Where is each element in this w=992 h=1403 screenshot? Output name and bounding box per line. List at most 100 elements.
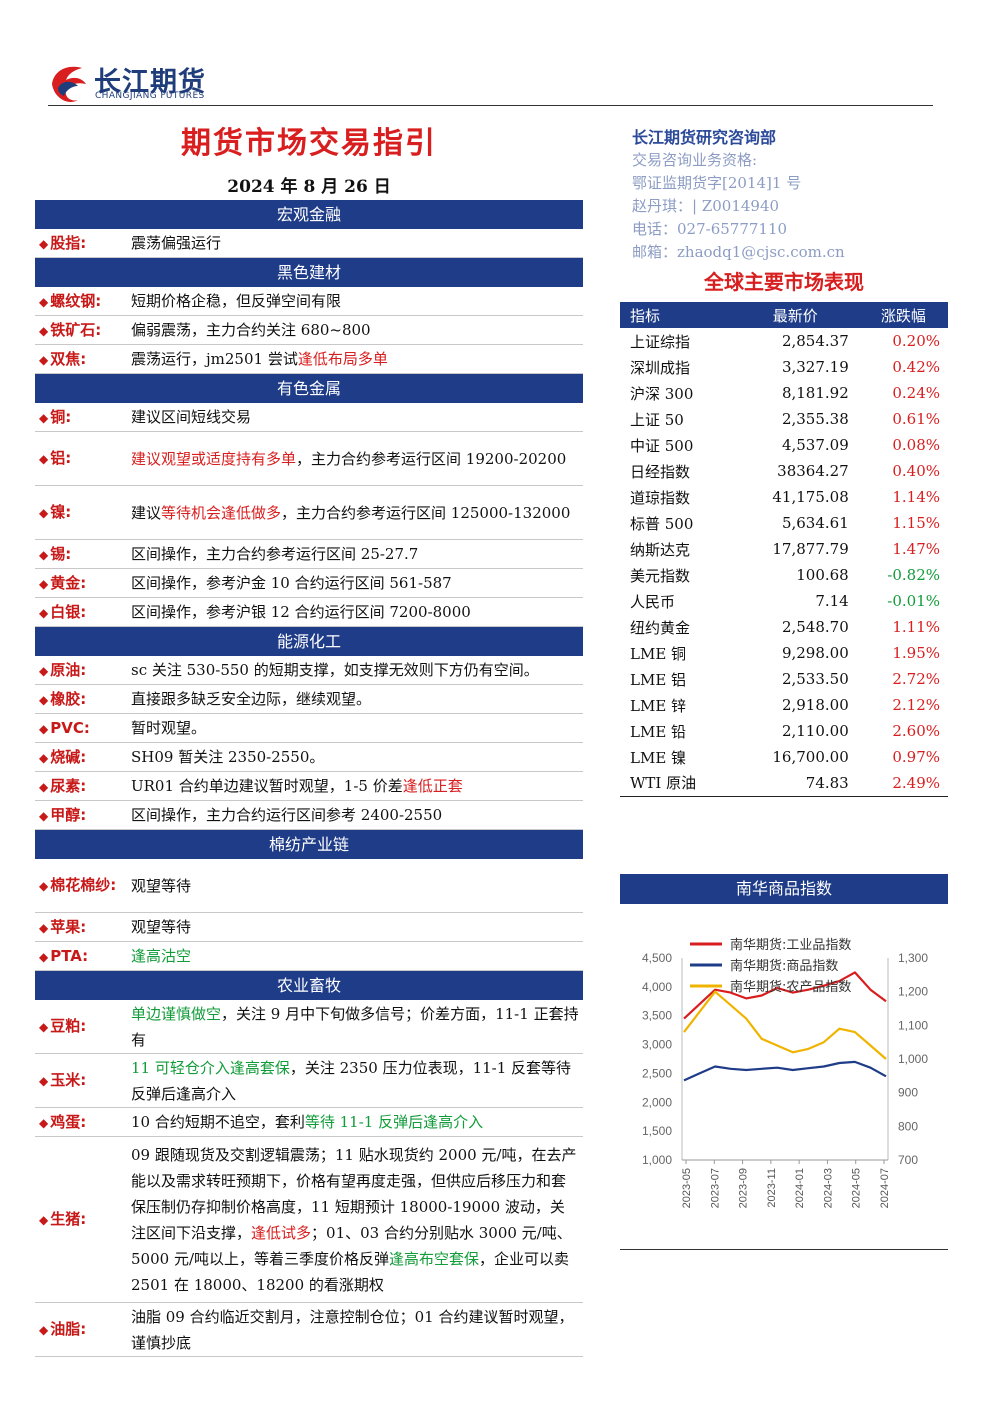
commodity-name: 甲醇: — [50, 805, 87, 824]
strategy-segment: 逢高布空套保 — [389, 1249, 480, 1268]
commodity-name: 鸡蛋: — [50, 1112, 87, 1131]
diamond-icon: ◆ — [39, 750, 49, 765]
logo-text: 长江期货 — [94, 67, 206, 98]
indicator-name: 纳斯达克 — [630, 540, 691, 559]
indicator-name: 上证综指 — [630, 332, 691, 351]
section-band: 能源化工 — [35, 627, 583, 656]
latest-price: 9,298.00 — [781, 644, 849, 662]
commodity-name: 豆粕: — [50, 1017, 87, 1035]
indicator-name: 人民币 — [630, 592, 676, 611]
commodity-label: ◆ 棉花棉纱: — [35, 872, 131, 899]
strategy-row: ◆ 油脂: 油脂 09 合约临近交割月，注意控制仓位；01 合约建议暂时观望，谨慎抄… — [35, 1303, 583, 1357]
diamond-icon: ◆ — [39, 1323, 49, 1337]
strategy-segment: 等待机会逢低做多 — [161, 503, 282, 522]
y-tick-label-right: 1,300 — [898, 951, 928, 965]
strategy-text: 单边谨慎做空，关注 9 月中下旬做多信号；价差方面，11-1 正套持有 — [131, 1001, 583, 1053]
change-pct: -0.82% — [887, 566, 940, 584]
section-band: 宏观金融 — [35, 200, 583, 229]
strategy-text: 短期价格企稳，但反弹空间有限 — [131, 288, 583, 314]
market-row: 上证 50 2,355.38 0.61% — [620, 406, 948, 432]
commodity-name: 镍: — [50, 503, 72, 521]
diamond-icon: ◆ — [39, 1074, 49, 1088]
market-row: LME 锌 2,918.00 2.12% — [620, 692, 948, 718]
x-tick-label: 2023-05 — [681, 1168, 693, 1208]
commodity-name: 烧碱: — [50, 747, 87, 766]
strategy-row: ◆ 鸡蛋: 10 合约短期不追空，套利等待 11-1 反弹后逢高介入 — [35, 1108, 583, 1137]
change-pct: 1.47% — [892, 540, 940, 558]
diamond-icon: ◆ — [39, 949, 49, 964]
diamond-icon: ◆ — [39, 663, 49, 678]
commodity-label: ◆ 油脂: — [35, 1316, 131, 1343]
commodity-label: ◆ 铜: — [35, 404, 131, 431]
commodity-name: 铝: — [50, 449, 72, 467]
indicator-name: LME 锌 — [630, 696, 687, 715]
commodity-label: ◆ PVC: — [35, 715, 131, 742]
y-tick-label-right: 700 — [898, 1153, 918, 1167]
header-divider — [48, 105, 933, 106]
strategy-text: 建议观望或适度持有多单，主力合约参考运行区间 19200-20200 — [131, 446, 583, 472]
commodity-label: ◆ PTA: — [35, 943, 131, 970]
legend-label: 南华期货:工业品指数 — [730, 937, 851, 953]
series-line — [683, 1060, 887, 1082]
latest-price: 74.83 — [731, 770, 859, 797]
indicator-name: 上证 50 — [630, 410, 684, 429]
series-line — [683, 990, 887, 1060]
nanhua-chart: 1,000 1,500 2,000 2,500 3,000 3,500 4,000 4,500… — [642, 937, 928, 1208]
strategy-segment: 区间操作，参考沪银 12 合约运行区间 7200-8000 — [131, 603, 471, 621]
indicator-name: 日经指数 — [630, 462, 691, 481]
indicator-name: 标普 500 — [630, 514, 694, 533]
indicator-name: LME 铝 — [630, 670, 687, 689]
market-row: 纽约黄金 2,548.70 1.11% — [620, 614, 948, 640]
y-tick-label-left: 3,000 — [642, 1038, 672, 1052]
qualification-label: 交易咨询业务资格: — [632, 151, 758, 169]
indicator-name: WTI 原油 — [620, 770, 732, 797]
y-tick-label-left: 1,000 — [642, 1153, 672, 1167]
strategy-row: ◆ PVC: 暂时观望。 — [35, 714, 583, 743]
strategy-segment: ，关注 2350 压力位表现，11-1 反套等待反弹后逢高介入 — [131, 1058, 572, 1103]
strategy-row: ◆ 铜: 建议区间短线交易 — [35, 403, 583, 432]
y-tick-label-left: 2,000 — [642, 1095, 672, 1109]
diamond-icon: ◆ — [39, 808, 49, 823]
market-row: 道琼指数 41,175.08 1.14% — [620, 484, 948, 510]
strategy-segment: ；01、03 合约分别贴水 3000 元/吨、5000 元/吨以上，等着三季度价… — [131, 1223, 572, 1268]
strategy-text: 观望等待 — [131, 873, 583, 899]
market-row: 中证 500 4,537.09 0.08% — [620, 432, 948, 458]
y-tick-label-right: 1,100 — [898, 1018, 928, 1032]
y-tick-label-right: 1,200 — [898, 985, 928, 999]
strategy-row: ◆ 螺纹钢: 短期价格企稳，但反弹空间有限 — [35, 287, 583, 316]
strategy-text: sc 关注 530-550 的短期支撑，如支撑无效则下方仍有空间。 — [131, 657, 583, 683]
strategy-segment: 观望等待 — [131, 876, 192, 895]
logo-mark-icon — [52, 66, 86, 103]
market-row: LME 铝 2,533.50 2.72% — [620, 666, 948, 692]
commodity-label: ◆ 甲醇: — [35, 802, 131, 829]
commodity-label: ◆ 尿素: — [35, 773, 131, 800]
latest-price: 5,634.61 — [781, 514, 849, 532]
diamond-icon: ◆ — [39, 779, 49, 794]
commodity-label: ◆ 锡: — [35, 541, 131, 568]
strategy-segment: 油脂 09 合约临近交割月，注意控制仓位；01 合约建议暂时观望，谨慎抄底 — [131, 1307, 574, 1352]
latest-price: 2,548.70 — [781, 618, 849, 636]
series-line — [683, 971, 887, 1020]
commodity-label: ◆ 黄金: — [35, 570, 131, 597]
strategy-row: ◆ 原油: sc 关注 530-550 的短期支撑，如支撑无效则下方仍有空间。 — [35, 656, 583, 685]
diamond-icon: ◆ — [39, 605, 49, 620]
strategy-segment: 观望等待 — [131, 918, 192, 936]
commodity-name: 双焦: — [50, 349, 87, 368]
strategy-segment: ，企业可以卖 2501 在 18000、18200 的看涨期权 — [131, 1249, 570, 1294]
strategy-text: SH09 暂关注 2350-2550。 — [131, 744, 583, 770]
commodity-name: 原油: — [50, 660, 87, 679]
commodity-label: ◆ 镍: — [35, 499, 131, 526]
commodity-name: 股指: — [50, 233, 87, 252]
commodity-name: 锡: — [50, 544, 72, 563]
market-row: LME 铅 2,110.00 2.60% — [620, 718, 948, 744]
indicator-name: 美元指数 — [630, 566, 691, 585]
change-pct: 0.24% — [892, 384, 940, 402]
diamond-icon: ◆ — [39, 410, 49, 425]
phone-number: 电话：027-65777110 — [632, 220, 788, 238]
diamond-icon: ◆ — [39, 576, 49, 591]
diamond-icon: ◆ — [39, 920, 49, 935]
strategy-text: UR01 合约单边建议暂时观望，1-5 价差逢低正套 — [131, 773, 583, 799]
commodity-label: ◆ 螺纹钢: — [35, 288, 131, 315]
change-pct: 0.42% — [892, 358, 940, 376]
diamond-icon: ◆ — [39, 452, 49, 466]
